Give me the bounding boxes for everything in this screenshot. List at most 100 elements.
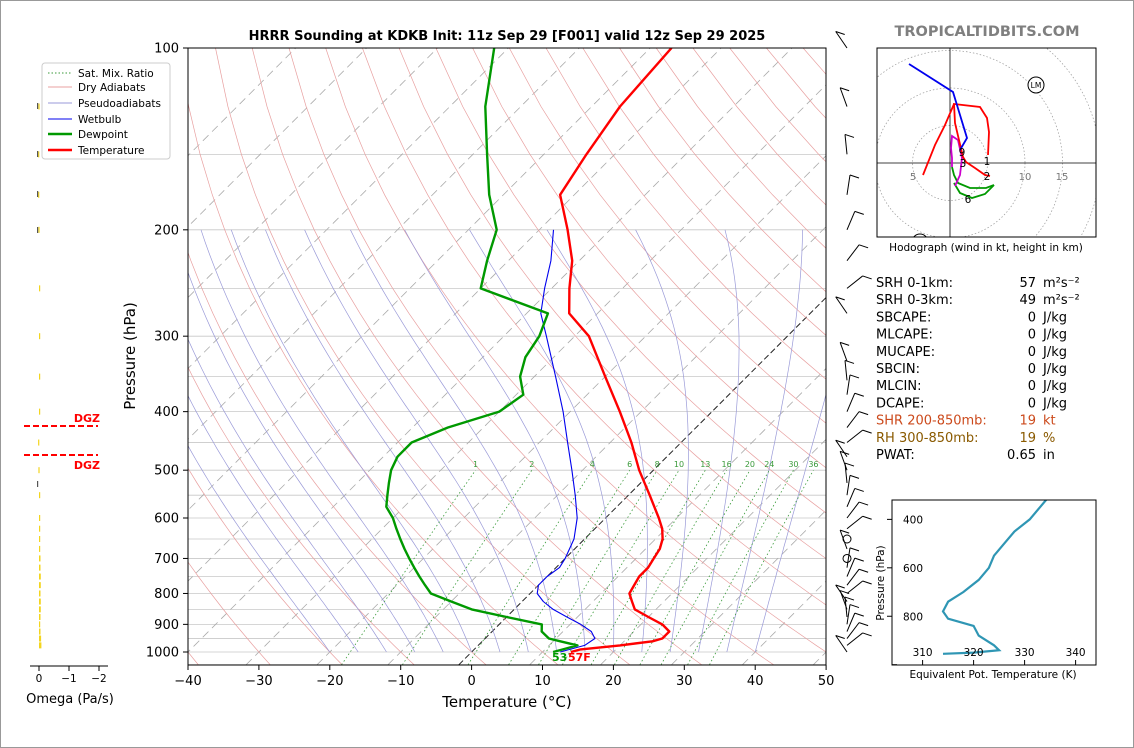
dgz-bottom-label: DGZ: [74, 459, 100, 472]
mixing-ratio-line: [639, 469, 751, 665]
wind-barb-staff: [846, 612, 856, 632]
index-value: 0: [1028, 362, 1036, 377]
dry-adiabat-line: [188, 100, 559, 665]
branding-text: TROPICALTIDBITS.COM: [894, 24, 1079, 40]
pseudoadiabat-line: [698, 229, 740, 653]
hodograph-height-label: 3: [960, 158, 967, 170]
omega-bar: [39, 564, 41, 571]
wind-barb-flag: [844, 359, 855, 364]
wind-barb-flag: [839, 450, 850, 455]
wind-barb-flag: [858, 244, 869, 249]
pseudoadiabat-line: [469, 229, 615, 653]
wind-barb-staff: [844, 463, 848, 484]
y-tick-label: 1000: [146, 646, 179, 661]
mixing-ratio-line: [341, 469, 476, 665]
isotherm-line: [600, 438, 826, 665]
wind-barb-flag: [849, 547, 860, 552]
mixing-ratio-line: [562, 469, 680, 665]
x-tick-label: 20: [605, 674, 622, 689]
isotherm-line: [188, 48, 722, 582]
omega-bar: [38, 191, 40, 198]
index-label: PWAT:: [876, 448, 915, 463]
wind-barb-staff: [846, 211, 856, 231]
index-value: 19: [1019, 431, 1036, 446]
wind-barb-flag: [839, 590, 850, 595]
index-value: 0: [1028, 345, 1036, 360]
wind-barb-staff: [839, 529, 848, 550]
index-label: SRH 0-3km:: [876, 293, 953, 308]
surface-temp-label: 57F: [568, 651, 591, 664]
pseudoadiabat-line: [188, 338, 387, 653]
skewt-frame: [187, 47, 827, 666]
index-value: 0.65: [1007, 448, 1036, 463]
mixing-ratio-label: 1: [473, 460, 478, 469]
hodograph-height-label: 1: [984, 156, 991, 168]
wind-barb-flag: [835, 635, 845, 639]
isotherm-line: [316, 155, 826, 665]
dry-adiabat-line: [188, 366, 415, 665]
omega-bar: [39, 621, 41, 628]
theta-e-frame: [891, 499, 1097, 666]
index-value: 19: [1019, 414, 1036, 429]
skewt-panel: −40 −30 −20 −10 0 10 20 30 40 50 100 200 300 400 500 60…: [121, 42, 834, 712]
omega-bar: [39, 590, 41, 597]
index-unit: J/kg: [1042, 379, 1067, 394]
x-tick-label: 0: [467, 674, 475, 689]
wind-barb-flag: [854, 487, 864, 492]
dry-adiabat-line: [325, 48, 826, 653]
wind-barb-flag: [849, 374, 860, 379]
omega-bar: [39, 545, 41, 552]
mixing-ratio-label: 4: [590, 460, 595, 469]
wind-barb-flag: [858, 568, 869, 573]
wind-barbs: [835, 31, 872, 653]
legend-label-dewpoint: Dewpoint: [78, 129, 128, 141]
pseudoadiabat-line: [188, 395, 359, 653]
isotherm-line: [671, 509, 826, 665]
theta-e-x-tick-label: 310: [913, 647, 933, 659]
wind-barb-staff: [846, 604, 851, 625]
omega-bar: [39, 582, 41, 589]
dry-adiabat-line: [188, 251, 487, 665]
index-label: SRH 0-1km:: [876, 276, 953, 291]
legend-box: [41, 62, 171, 160]
pseudoadiabat-line: [200, 229, 444, 653]
isotherm-line: [529, 367, 826, 665]
background-lines: [188, 48, 826, 665]
theta-e-x-tick-label: 330: [1015, 647, 1035, 659]
theta-e-y-tick-label: 600: [903, 563, 923, 575]
hodograph-height-label: 2: [984, 171, 991, 183]
wind-barb-staff: [846, 568, 860, 586]
wind-barb-staff: [839, 451, 848, 471]
dry-adiabat-line: [288, 48, 774, 665]
wind-barb-flag: [839, 341, 850, 346]
pseudoadiabat-line: [188, 271, 416, 653]
wind-barb-flag: [858, 411, 869, 416]
mixing-ratio-line: [687, 470, 794, 665]
dry-adiabat-line: [251, 48, 702, 665]
index-label: SHR 200-850mb:: [876, 414, 987, 429]
dry-adiabat-line: [435, 48, 826, 514]
omega-ticks: 0 −1 −2: [36, 666, 107, 685]
index-unit: kt: [1043, 414, 1056, 429]
wind-barb-staff: [846, 557, 856, 577]
omega-bar: [39, 598, 41, 605]
omega-bar: [39, 525, 41, 532]
wind-barb-flag: [854, 557, 864, 562]
omega-bar: [39, 333, 41, 340]
hodograph-height-label: 6: [965, 194, 972, 206]
dgz-top-label: DGZ: [74, 412, 100, 425]
mixing-ratio-label: 16: [722, 460, 732, 469]
index-label: MUCAPE:: [876, 345, 935, 360]
pseudoadiabat-line: [635, 229, 689, 653]
omega-tick-label: −2: [91, 673, 106, 685]
wind-barb-staff: [846, 475, 851, 496]
temperature-line: [558, 48, 673, 654]
dewpoint-line: [385, 48, 579, 654]
omega-bar: [38, 467, 40, 474]
x-tick-label: −10: [387, 674, 414, 689]
omega-bar: [39, 515, 41, 522]
wind-barb-staff: [846, 174, 851, 195]
wind-barb-staff: [846, 501, 860, 519]
